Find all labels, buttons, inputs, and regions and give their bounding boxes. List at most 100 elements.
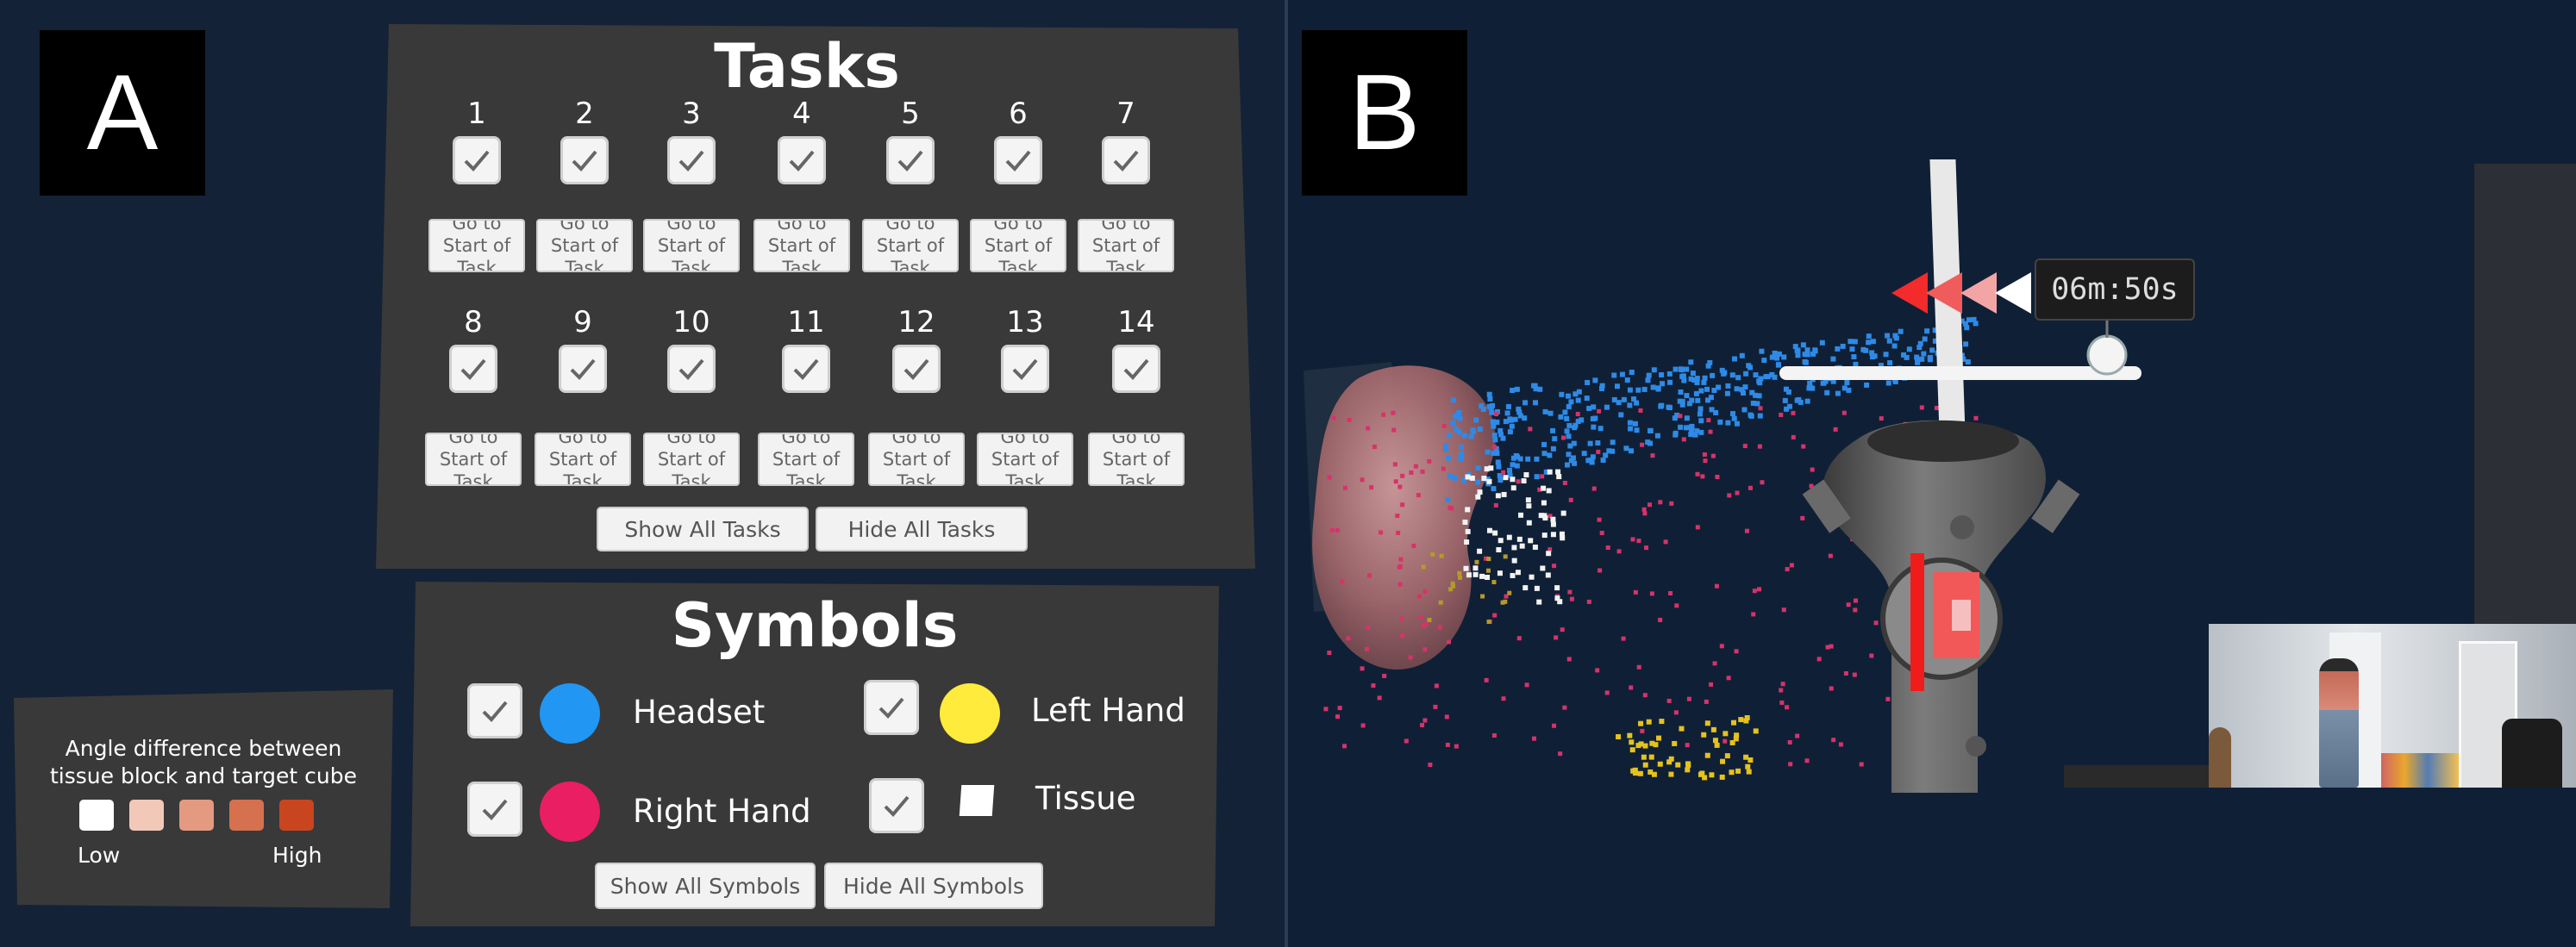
- particle: [1531, 736, 1536, 741]
- particle: [1804, 758, 1810, 763]
- particle: [1525, 456, 1531, 462]
- hide-all-tasks-button[interactable]: Hide All Tasks: [816, 507, 1028, 551]
- task-visible-checkbox[interactable]: [782, 345, 830, 393]
- headset-checkbox[interactable]: [467, 683, 522, 738]
- go-to-start-of-task-button[interactable]: Go to Start of Task: [535, 433, 631, 486]
- particle: [1366, 573, 1372, 578]
- task-visible-checkbox[interactable]: [560, 136, 609, 184]
- go-to-start-of-task-button[interactable]: Go to Start of Task: [868, 433, 965, 486]
- task-visible-checkbox[interactable]: [778, 136, 826, 184]
- particle: [1547, 410, 1554, 416]
- task-visible-checkbox[interactable]: [667, 136, 716, 184]
- task-visible-checkbox[interactable]: [1001, 345, 1049, 393]
- particle: [1959, 318, 1965, 324]
- go-to-start-of-task-button[interactable]: Go to Start of Task: [643, 433, 740, 486]
- go-to-start-of-task-button[interactable]: Go to Start of Task: [970, 219, 1066, 272]
- go-to-start-of-task-button[interactable]: Go to Start of Task: [862, 219, 959, 272]
- show-all-tasks-button[interactable]: Show All Tasks: [597, 507, 809, 551]
- task-visible-checkbox[interactable]: [994, 136, 1042, 184]
- particle: [1475, 465, 1481, 471]
- go-to-start-of-task-button[interactable]: Go to Start of Task: [1078, 219, 1174, 272]
- particle: [1666, 759, 1673, 765]
- particle: [1503, 419, 1509, 425]
- particle: [1616, 400, 1622, 406]
- particle: [1421, 564, 1426, 570]
- go-to-start-of-task-button[interactable]: Go to Start of Task: [977, 433, 1073, 486]
- particle: [1753, 392, 1759, 398]
- checkmark-icon: [570, 358, 596, 380]
- particle: [1479, 573, 1485, 579]
- particle: [1342, 744, 1347, 749]
- particle: [1712, 661, 1717, 666]
- task-visible-checkbox[interactable]: [559, 345, 607, 393]
- particle: [1500, 600, 1505, 605]
- hide-all-symbols-button[interactable]: Hide All Symbols: [824, 863, 1043, 909]
- particle: [1738, 717, 1744, 723]
- checkmark-icon: [1005, 150, 1031, 171]
- particle: [1599, 383, 1605, 389]
- task-number: 3: [682, 97, 701, 131]
- go-to-start-of-task-button[interactable]: Go to Start of Task: [425, 433, 522, 486]
- particle: [1906, 346, 1912, 352]
- particle: [1447, 473, 1454, 479]
- particle: [1496, 547, 1502, 553]
- particle: [1447, 639, 1452, 645]
- legend-swatch: [179, 800, 214, 831]
- particle: [1611, 396, 1617, 402]
- task-visible-checkbox[interactable]: [667, 345, 716, 393]
- particle: [1869, 653, 1874, 658]
- particle: [1510, 485, 1516, 491]
- particle: [1679, 402, 1685, 408]
- particle: [1559, 391, 1565, 397]
- tissue-checkbox[interactable]: [869, 778, 924, 833]
- particle: [1667, 379, 1673, 385]
- right-hand-checkbox[interactable]: [467, 782, 522, 837]
- particle: [1730, 411, 1736, 417]
- particle: [1579, 417, 1585, 423]
- particle: [1452, 475, 1458, 481]
- task-visible-checkbox[interactable]: [1112, 345, 1160, 393]
- particle: [1562, 480, 1567, 485]
- left-hand-checkbox[interactable]: [864, 680, 919, 735]
- go-to-start-of-task-button[interactable]: Go to Start of Task: [753, 219, 850, 272]
- particle: [1379, 530, 1384, 535]
- task-visible-checkbox[interactable]: [886, 136, 935, 184]
- checkmark-icon: [878, 697, 904, 719]
- particle: [1846, 387, 1852, 393]
- particle: [1685, 767, 1691, 773]
- checkmark-icon: [1113, 150, 1139, 171]
- checkmark-icon: [482, 799, 508, 820]
- particle: [1569, 596, 1574, 601]
- show-all-symbols-button[interactable]: Show All Symbols: [595, 863, 816, 909]
- particle: [1748, 757, 1754, 763]
- particle: [1631, 396, 1637, 402]
- go-to-start-of-task-button[interactable]: Go to Start of Task: [758, 433, 854, 486]
- particle: [1672, 415, 1678, 421]
- particle: [1447, 505, 1453, 510]
- task-visible-checkbox[interactable]: [453, 136, 501, 184]
- go-to-start-of-task-button[interactable]: Go to Start of Task: [428, 219, 525, 272]
- particle: [1480, 406, 1486, 412]
- task-visible-checkbox[interactable]: [449, 345, 497, 393]
- particle: [1866, 333, 1872, 340]
- particle: [1327, 651, 1332, 656]
- particle: [1659, 372, 1665, 378]
- go-to-start-of-task-button[interactable]: Go to Start of Task: [1088, 433, 1185, 486]
- particle: [1560, 510, 1566, 516]
- particle: [1650, 384, 1656, 390]
- particle: [1371, 683, 1376, 688]
- particle: [1689, 428, 1695, 434]
- particle: [1963, 341, 1969, 347]
- go-to-start-of-task-button[interactable]: Go to Start of Task: [643, 219, 740, 272]
- particle: [1493, 502, 1498, 508]
- particle: [1635, 743, 1641, 749]
- go-to-start-of-task-button[interactable]: Go to Start of Task: [536, 219, 633, 272]
- task-number: 8: [464, 305, 483, 340]
- particle: [1787, 739, 1792, 745]
- task-visible-checkbox[interactable]: [892, 345, 941, 393]
- particle: [1491, 450, 1497, 456]
- particle: [1750, 400, 1756, 406]
- particle: [1745, 763, 1751, 769]
- task-visible-checkbox[interactable]: [1102, 136, 1150, 184]
- particle: [1546, 488, 1552, 494]
